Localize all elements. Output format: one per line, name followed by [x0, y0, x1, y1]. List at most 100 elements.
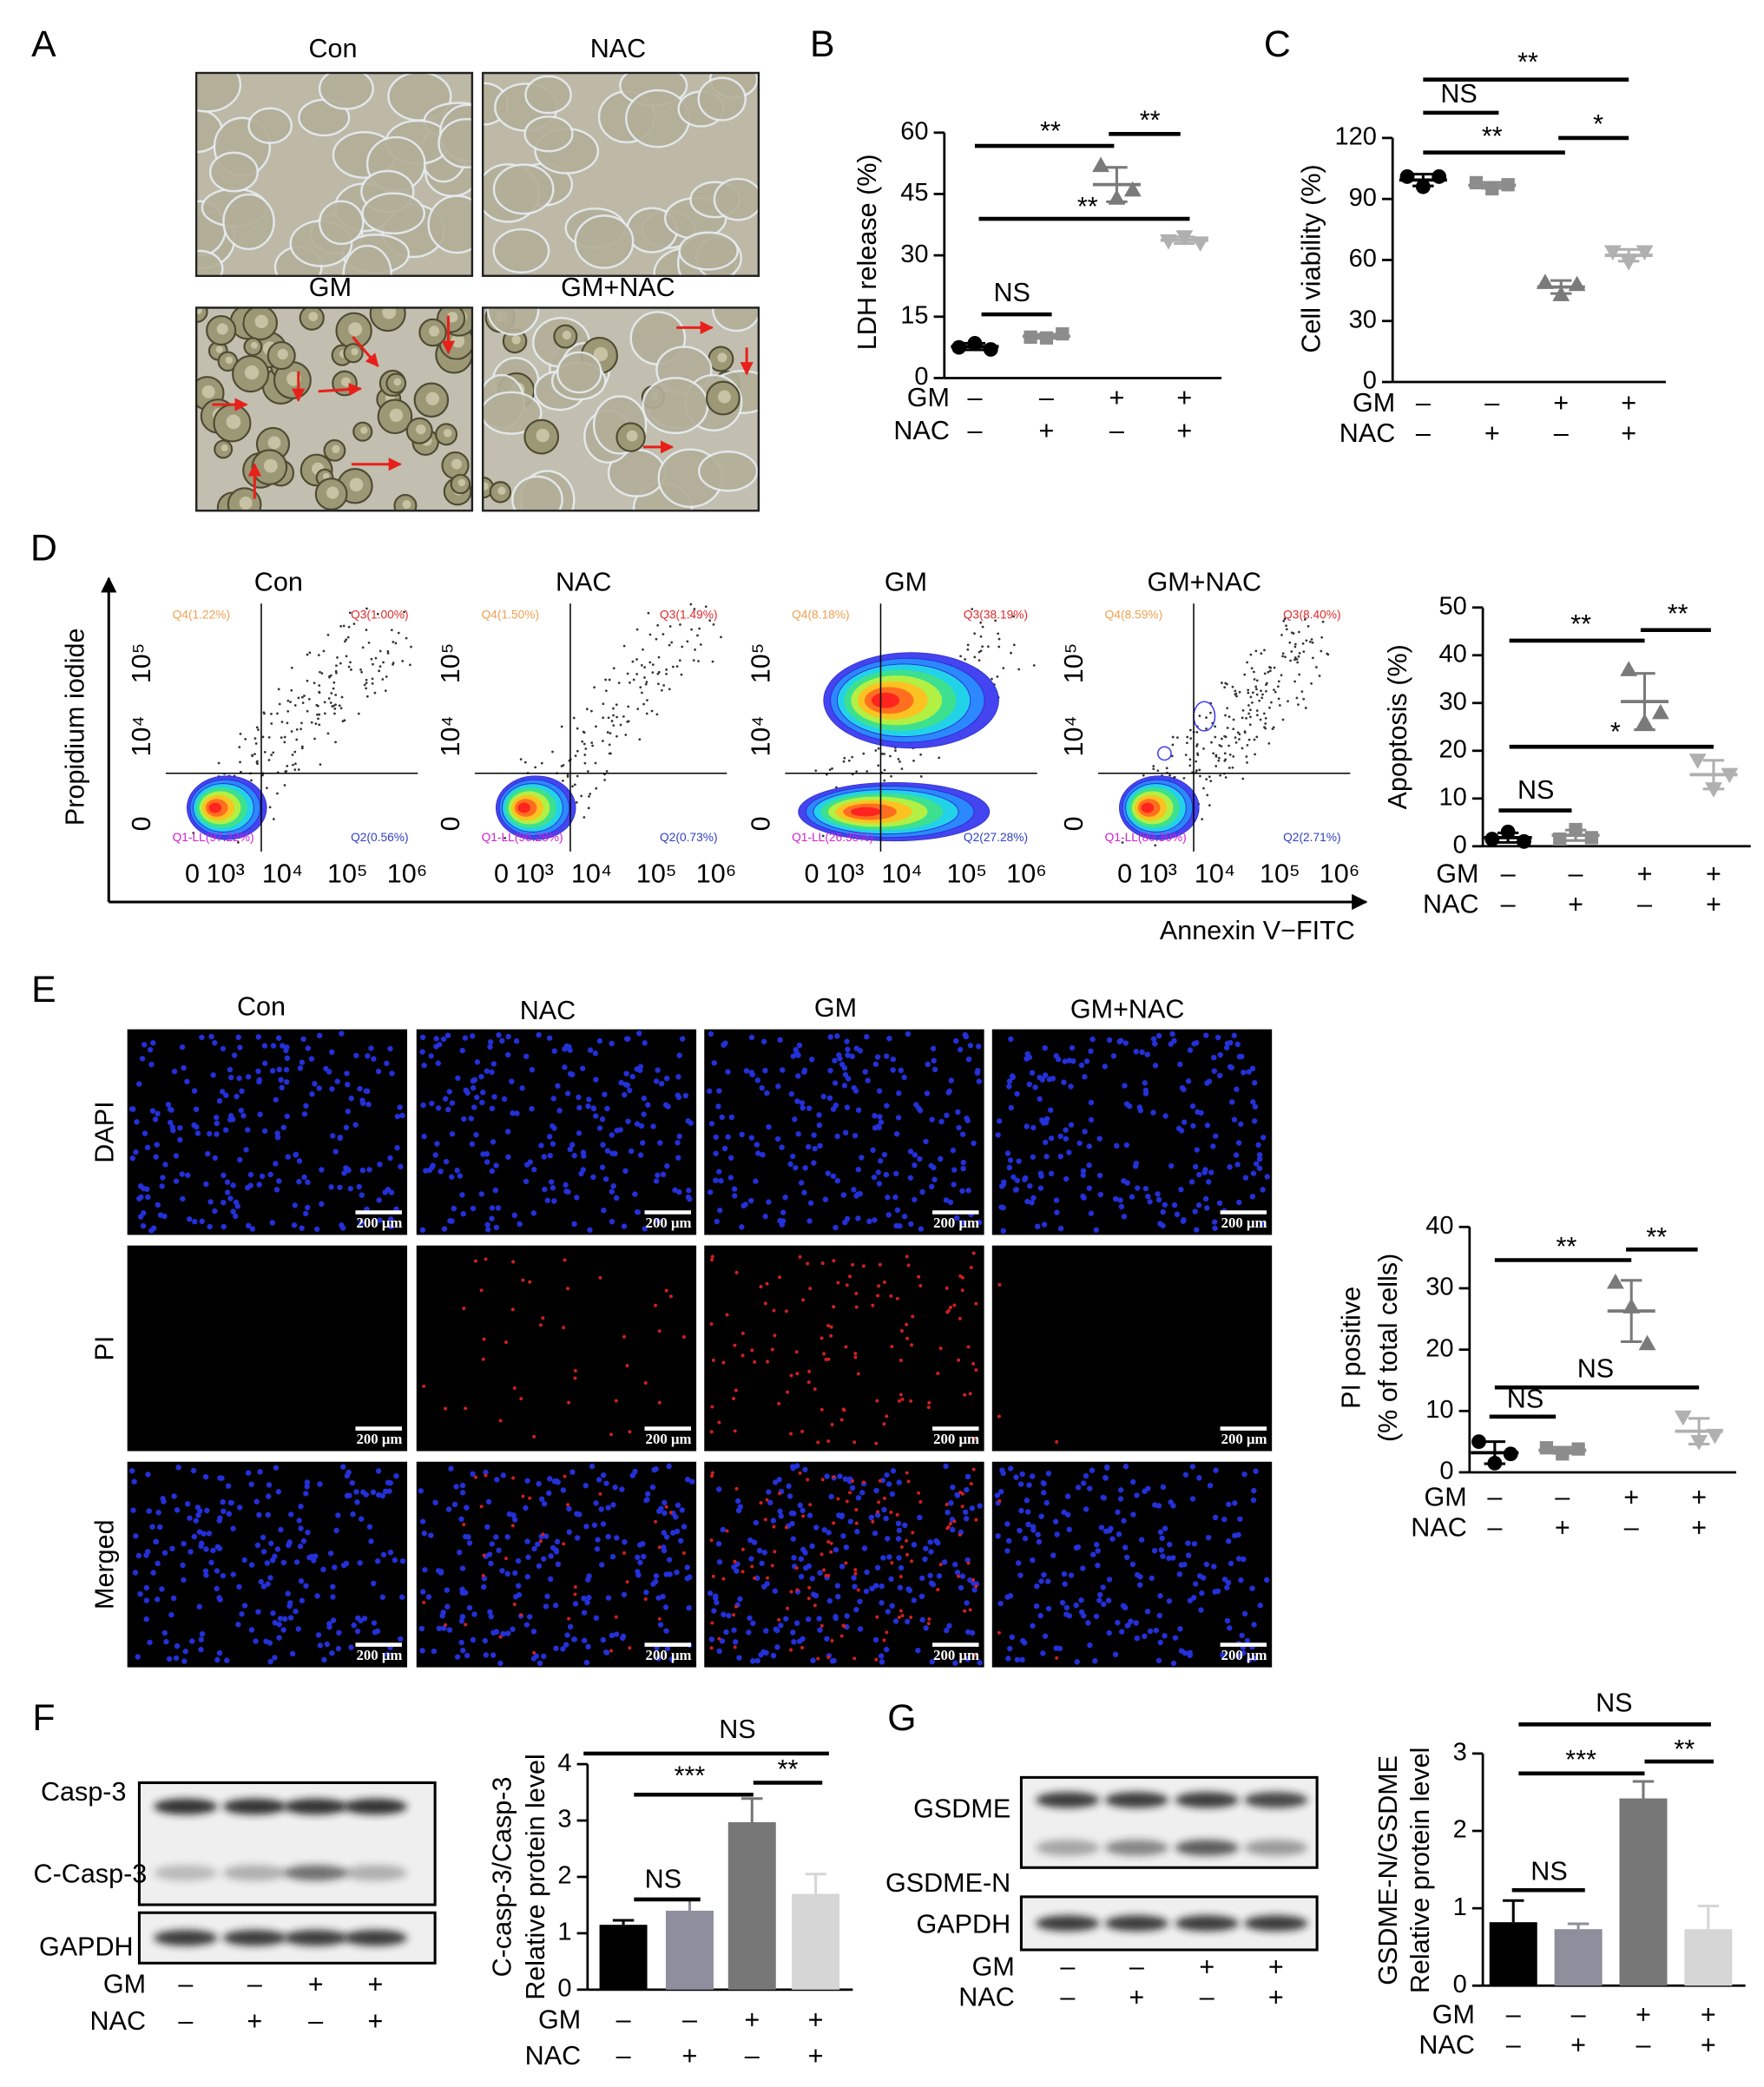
cell: [625, 89, 691, 148]
error-bar: [1617, 247, 1640, 263]
cell-core: [226, 414, 241, 430]
treatment-label: GM: [1425, 1483, 1467, 1512]
bar: [1619, 1798, 1668, 1986]
treatment-label: GM: [972, 1952, 1015, 1981]
treatment-sign: +: [367, 2006, 383, 2036]
y-tick-label: 30: [900, 240, 928, 268]
treatment-sign: +: [1570, 2031, 1586, 2060]
cell-core: [239, 497, 253, 510]
cell-core: [216, 323, 228, 335]
cell-core: [332, 444, 340, 454]
significance-label: NS: [994, 278, 1030, 307]
y-tick-label: 45: [900, 179, 928, 207]
band: [1244, 1840, 1308, 1856]
treatment-sign: +: [1621, 388, 1636, 418]
band: [1104, 1915, 1169, 1932]
y-axis-label: Propidium iodide: [61, 629, 90, 826]
treatment-sign: +: [1109, 383, 1125, 412]
significance-label: **: [1556, 1232, 1576, 1261]
cell: [208, 151, 260, 193]
row-label: DAPI: [89, 1101, 119, 1162]
treatment-label: GM: [1432, 1999, 1475, 2029]
data-point: [1638, 1334, 1656, 1351]
treatment-sign: –: [967, 383, 982, 412]
x-tick-label: 10⁶: [1320, 859, 1360, 888]
error-bar: [1412, 173, 1434, 188]
scale-bar-label: 200 μm: [646, 1215, 692, 1231]
cell: [678, 231, 739, 271]
treatment-sign: –: [745, 2041, 760, 2071]
density-contour: [871, 692, 900, 708]
scale-bar-label: 200 μm: [933, 1431, 979, 1447]
significance-label: NS: [719, 1715, 755, 1744]
quadrant-label: Q1-LL(96.28%): [482, 831, 563, 844]
error-bar: [1634, 672, 1655, 732]
micrograph-frame: [481, 306, 760, 512]
data-point: [1469, 175, 1484, 190]
cell-core: [511, 335, 521, 345]
y-axis-label: Relative protein level: [521, 1754, 550, 2000]
y-tick-label: 15: [900, 301, 928, 329]
treatment-sign: –: [616, 2041, 631, 2071]
nuclei: [707, 1030, 983, 1232]
error-bar: [1697, 1904, 1720, 1930]
cell: [524, 75, 572, 115]
data-point: [1651, 703, 1669, 720]
panel-label: E: [31, 969, 56, 1011]
y-tick-label: 1: [1453, 1893, 1467, 1921]
significance-label: NS: [1596, 1688, 1632, 1717]
band: [154, 1865, 218, 1881]
band: [154, 1930, 218, 1946]
cell-core: [429, 326, 440, 337]
treatment-sign: –: [1129, 1952, 1144, 1981]
treatment-sign: +: [1701, 1999, 1716, 2029]
band: [283, 1930, 348, 1946]
y-tick-label: 1: [557, 1919, 571, 1946]
row-label: PI: [89, 1336, 119, 1361]
treatment-sign: +: [808, 2041, 824, 2071]
data-point: [1536, 273, 1554, 289]
treatment-sign: +: [744, 2005, 760, 2035]
error-bar: [1702, 759, 1725, 791]
cell: [642, 377, 709, 435]
micrograph-title: GM: [309, 273, 352, 302]
micrograph-title: GM+NAC: [561, 273, 675, 302]
y-tick-label: 20: [1438, 735, 1466, 763]
cell: [342, 244, 392, 276]
treatment-sign: –: [616, 2005, 631, 2035]
treatment-sign: –: [1487, 1483, 1502, 1512]
clipped-group: [1119, 617, 1330, 847]
significance-label: ***: [675, 1761, 706, 1790]
treatment-sign: +: [1555, 1513, 1570, 1543]
column-title: GM+NAC: [1070, 994, 1185, 1024]
treatment-sign: –: [1506, 2031, 1521, 2060]
quadrant-label: Q4(8.59%): [1105, 609, 1162, 622]
cell-core: [389, 408, 404, 422]
quadrant-label: Q3(8.40%): [1283, 609, 1340, 622]
error-bar: [741, 1797, 763, 1823]
cell-core: [201, 385, 215, 398]
band-label: GAPDH: [917, 1910, 1011, 1939]
data-point: [1636, 245, 1654, 261]
treatment-label: NAC: [1418, 2031, 1474, 2060]
band: [343, 1798, 408, 1815]
error-bar: [1497, 831, 1519, 844]
y-tick-label: 0: [557, 1975, 571, 2003]
data-point: [1092, 156, 1110, 173]
x-tick-label: 10⁵: [636, 859, 677, 888]
data-point: [1603, 245, 1622, 261]
cell: [556, 351, 602, 394]
treatment-sign: –: [1487, 1513, 1502, 1543]
cell-core: [267, 436, 281, 450]
treatment-label: NAC: [90, 2006, 146, 2036]
band: [343, 1865, 408, 1881]
micrograph-title: Con: [308, 34, 357, 63]
treatment-sign: +: [1636, 1999, 1651, 2029]
significance-label: **: [1646, 1222, 1667, 1252]
treatment-label: NAC: [1411, 1513, 1466, 1543]
quadrant-label: Q3(1.49%): [660, 609, 717, 622]
bar: [665, 1910, 714, 1990]
clipped-group: [186, 607, 412, 844]
treatment-sign: –: [1109, 416, 1124, 445]
